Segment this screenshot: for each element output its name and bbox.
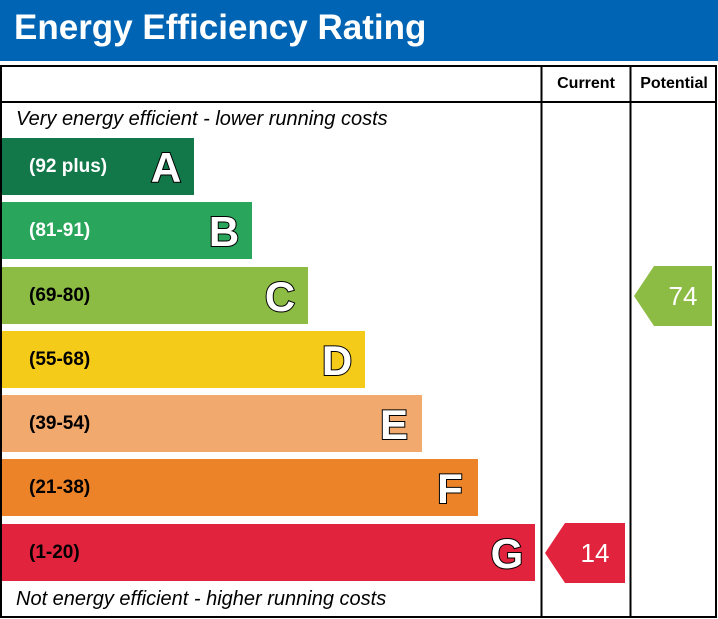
column-header-potential: Potential — [640, 75, 708, 92]
band-e: (39-54) E — [2, 395, 422, 452]
band-letter: B — [208, 207, 240, 256]
title-bar: Energy Efficiency Rating — [0, 0, 718, 61]
band-letter: E — [379, 400, 409, 449]
grid-lines — [0, 65, 717, 618]
column-header-current: Current — [557, 75, 615, 92]
current-pointer-shape — [545, 522, 625, 583]
band-letter-text: A — [151, 144, 181, 191]
band-a: (92 plus) A — [2, 138, 194, 195]
band-letter-text: D — [322, 337, 352, 384]
band-range-label: (1-20) — [29, 542, 80, 563]
band-d: (55-68) D — [2, 331, 365, 388]
band-letter-text: F — [437, 465, 463, 512]
band-letter-text: C — [265, 273, 295, 320]
band-letter: A — [150, 143, 182, 192]
band-letter-text: G — [491, 530, 524, 577]
band-range-label: (39-54) — [29, 413, 91, 434]
band-range-label: (55-68) — [29, 349, 91, 370]
band-letter-text: E — [380, 401, 408, 448]
caption-top: Very energy efficient - lower running co… — [16, 108, 388, 130]
caption-bottom: Not energy efficient - higher running co… — [16, 588, 387, 610]
current-rating-pointer: 14 — [545, 522, 625, 583]
band-letter: D — [321, 336, 353, 385]
potential-rating-value: 74 — [668, 280, 698, 311]
band-letter: G — [490, 529, 525, 578]
chart-frame — [0, 65, 718, 619]
band-range-label: (21-38) — [29, 477, 91, 498]
band-letter: F — [436, 464, 464, 513]
potential-rating-pointer: 74 — [634, 265, 712, 326]
band-range-label: (69-80) — [29, 285, 91, 306]
band-letter: C — [264, 272, 296, 321]
band-b: (81-91) B — [2, 202, 252, 259]
band-c: (69-80) C — [2, 267, 308, 324]
potential-pointer-shape — [634, 265, 712, 326]
band-range-label: (81-91) — [29, 220, 91, 241]
band-g: (1-20) G — [2, 524, 535, 581]
chart-title: Energy Efficiency Rating — [14, 8, 427, 47]
band-letter-text: B — [209, 208, 239, 255]
band-f: (21-38) F — [2, 459, 478, 516]
current-rating-value: 14 — [580, 537, 610, 568]
band-range-label: (92 plus) — [29, 156, 108, 177]
